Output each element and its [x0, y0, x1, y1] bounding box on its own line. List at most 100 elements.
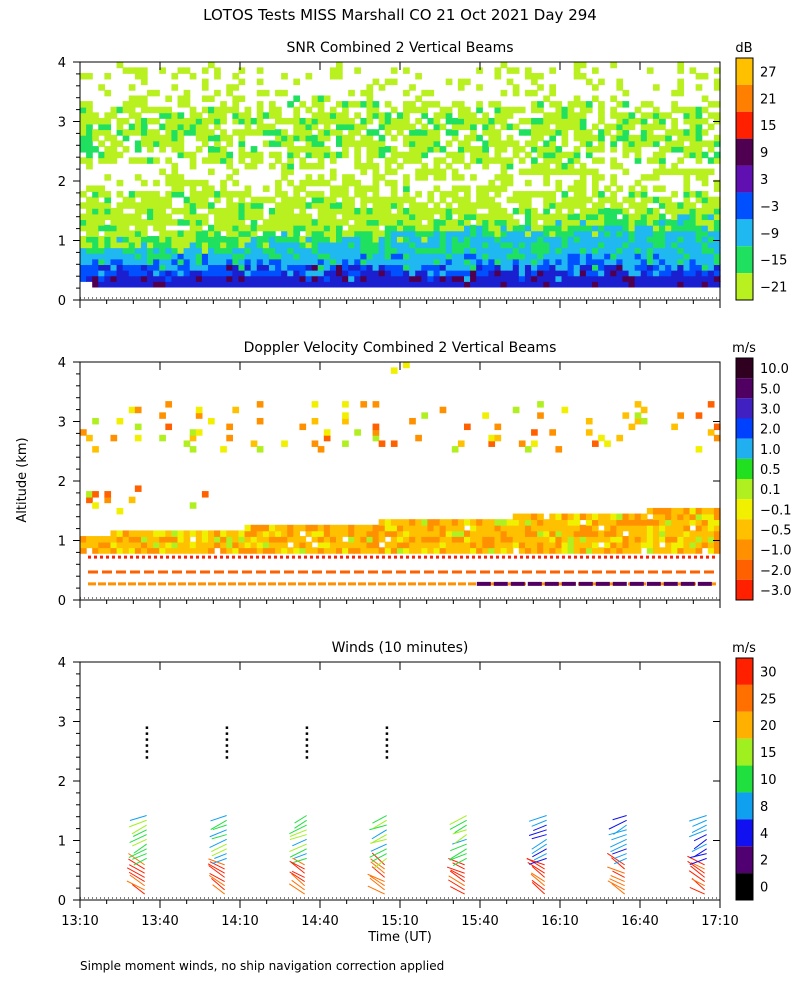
snr-cell — [244, 106, 252, 114]
velocity-cell — [634, 530, 642, 537]
velocity-cell — [342, 547, 349, 554]
snr-cell — [299, 207, 307, 215]
snr-cell — [652, 224, 660, 232]
snr-cell — [232, 219, 240, 226]
velocity-cell — [165, 536, 173, 543]
snr-cell — [592, 67, 599, 74]
snr-cell — [713, 134, 721, 142]
snr-cell — [171, 258, 179, 266]
snr-cell — [695, 230, 703, 237]
snr-cell — [195, 179, 203, 187]
snr-cell — [110, 157, 118, 164]
snr-cell — [457, 185, 465, 192]
snr-cell — [171, 72, 179, 80]
snr-cell — [598, 207, 605, 215]
snr-cell — [482, 236, 489, 243]
snr-cell — [275, 134, 282, 142]
snr-cell — [354, 140, 361, 147]
wind-barb — [126, 880, 145, 891]
snr-cell — [390, 281, 398, 288]
velocity-cell — [92, 417, 99, 425]
snr-cell — [549, 168, 557, 176]
snr-cell — [201, 202, 209, 209]
snr-cell — [128, 264, 136, 271]
snr-cell — [421, 89, 429, 97]
snr-cell — [427, 264, 435, 271]
colorbar-label: 30 — [760, 665, 777, 680]
snr-cell — [262, 247, 270, 254]
snr-cell — [531, 275, 538, 282]
snr-cell — [555, 202, 563, 209]
snr-cell — [433, 230, 441, 237]
snr-cell — [689, 134, 697, 142]
snr-cell — [707, 112, 715, 119]
snr-cell — [701, 174, 709, 181]
snr-cell — [543, 236, 550, 243]
colorbar-swatch — [736, 479, 753, 500]
snr-cell — [689, 275, 697, 282]
snr-cell — [384, 213, 392, 221]
snr-cell — [640, 185, 648, 192]
snr-cell — [518, 196, 526, 204]
snr-cell — [610, 157, 617, 164]
snr-cell — [695, 123, 703, 131]
snr-cell — [171, 207, 179, 215]
velocity-cell — [531, 536, 538, 543]
snr-cell — [482, 258, 489, 266]
snr-cell — [409, 202, 416, 209]
velocity-cell — [482, 412, 489, 419]
snr-cell — [171, 247, 179, 254]
snr-cell — [531, 78, 538, 86]
snr-cell — [104, 134, 112, 142]
snr-cell — [287, 134, 294, 142]
snr-cell — [153, 89, 160, 97]
velocity-cell — [232, 541, 240, 549]
snr-cell — [275, 185, 282, 192]
wind-barb — [291, 879, 305, 891]
snr-cell — [470, 112, 477, 119]
velocity-cell — [677, 507, 685, 515]
wind-barb — [689, 886, 705, 895]
snr-cell — [549, 224, 557, 232]
snr-cell — [543, 252, 550, 260]
snr-cell — [531, 252, 538, 260]
snr-cell — [98, 275, 105, 282]
velocity-cell — [543, 524, 550, 532]
snr-cell — [689, 241, 697, 249]
velocity-cell — [250, 524, 258, 532]
snr-cell — [329, 269, 337, 277]
snr-cell — [573, 269, 581, 277]
snr-cell — [116, 224, 124, 232]
velocity-cell — [671, 513, 678, 521]
snr-cell — [470, 275, 477, 282]
snr-cell — [384, 101, 392, 108]
snr-cell — [671, 106, 678, 114]
velocity-cell — [366, 530, 374, 537]
snr-cell — [165, 179, 173, 187]
colorbar-label: −1.0 — [760, 544, 792, 559]
snr-cell — [573, 185, 581, 192]
snr-cell — [116, 230, 124, 237]
snr-cell — [232, 117, 240, 125]
snr-cell — [427, 101, 435, 108]
snr-cell — [439, 252, 447, 260]
snr-cell — [171, 123, 179, 131]
snr-cell — [579, 72, 587, 80]
snr-cell — [433, 275, 441, 282]
snr-cell — [701, 219, 709, 226]
snr-cell — [415, 213, 422, 221]
snr-cell — [592, 146, 599, 153]
snr-cell — [171, 129, 179, 136]
snr-cell — [433, 247, 441, 254]
snr-cell — [348, 213, 355, 221]
snr-cell — [232, 101, 240, 108]
snr-cell — [165, 174, 173, 181]
snr-cell — [524, 269, 532, 277]
snr-cell — [311, 258, 319, 266]
snr-cell — [348, 236, 355, 243]
snr-cell — [409, 281, 416, 288]
snr-cell — [640, 258, 648, 266]
snr-cell — [482, 140, 489, 147]
snr-cell — [640, 117, 648, 125]
snr-cell — [281, 162, 288, 170]
